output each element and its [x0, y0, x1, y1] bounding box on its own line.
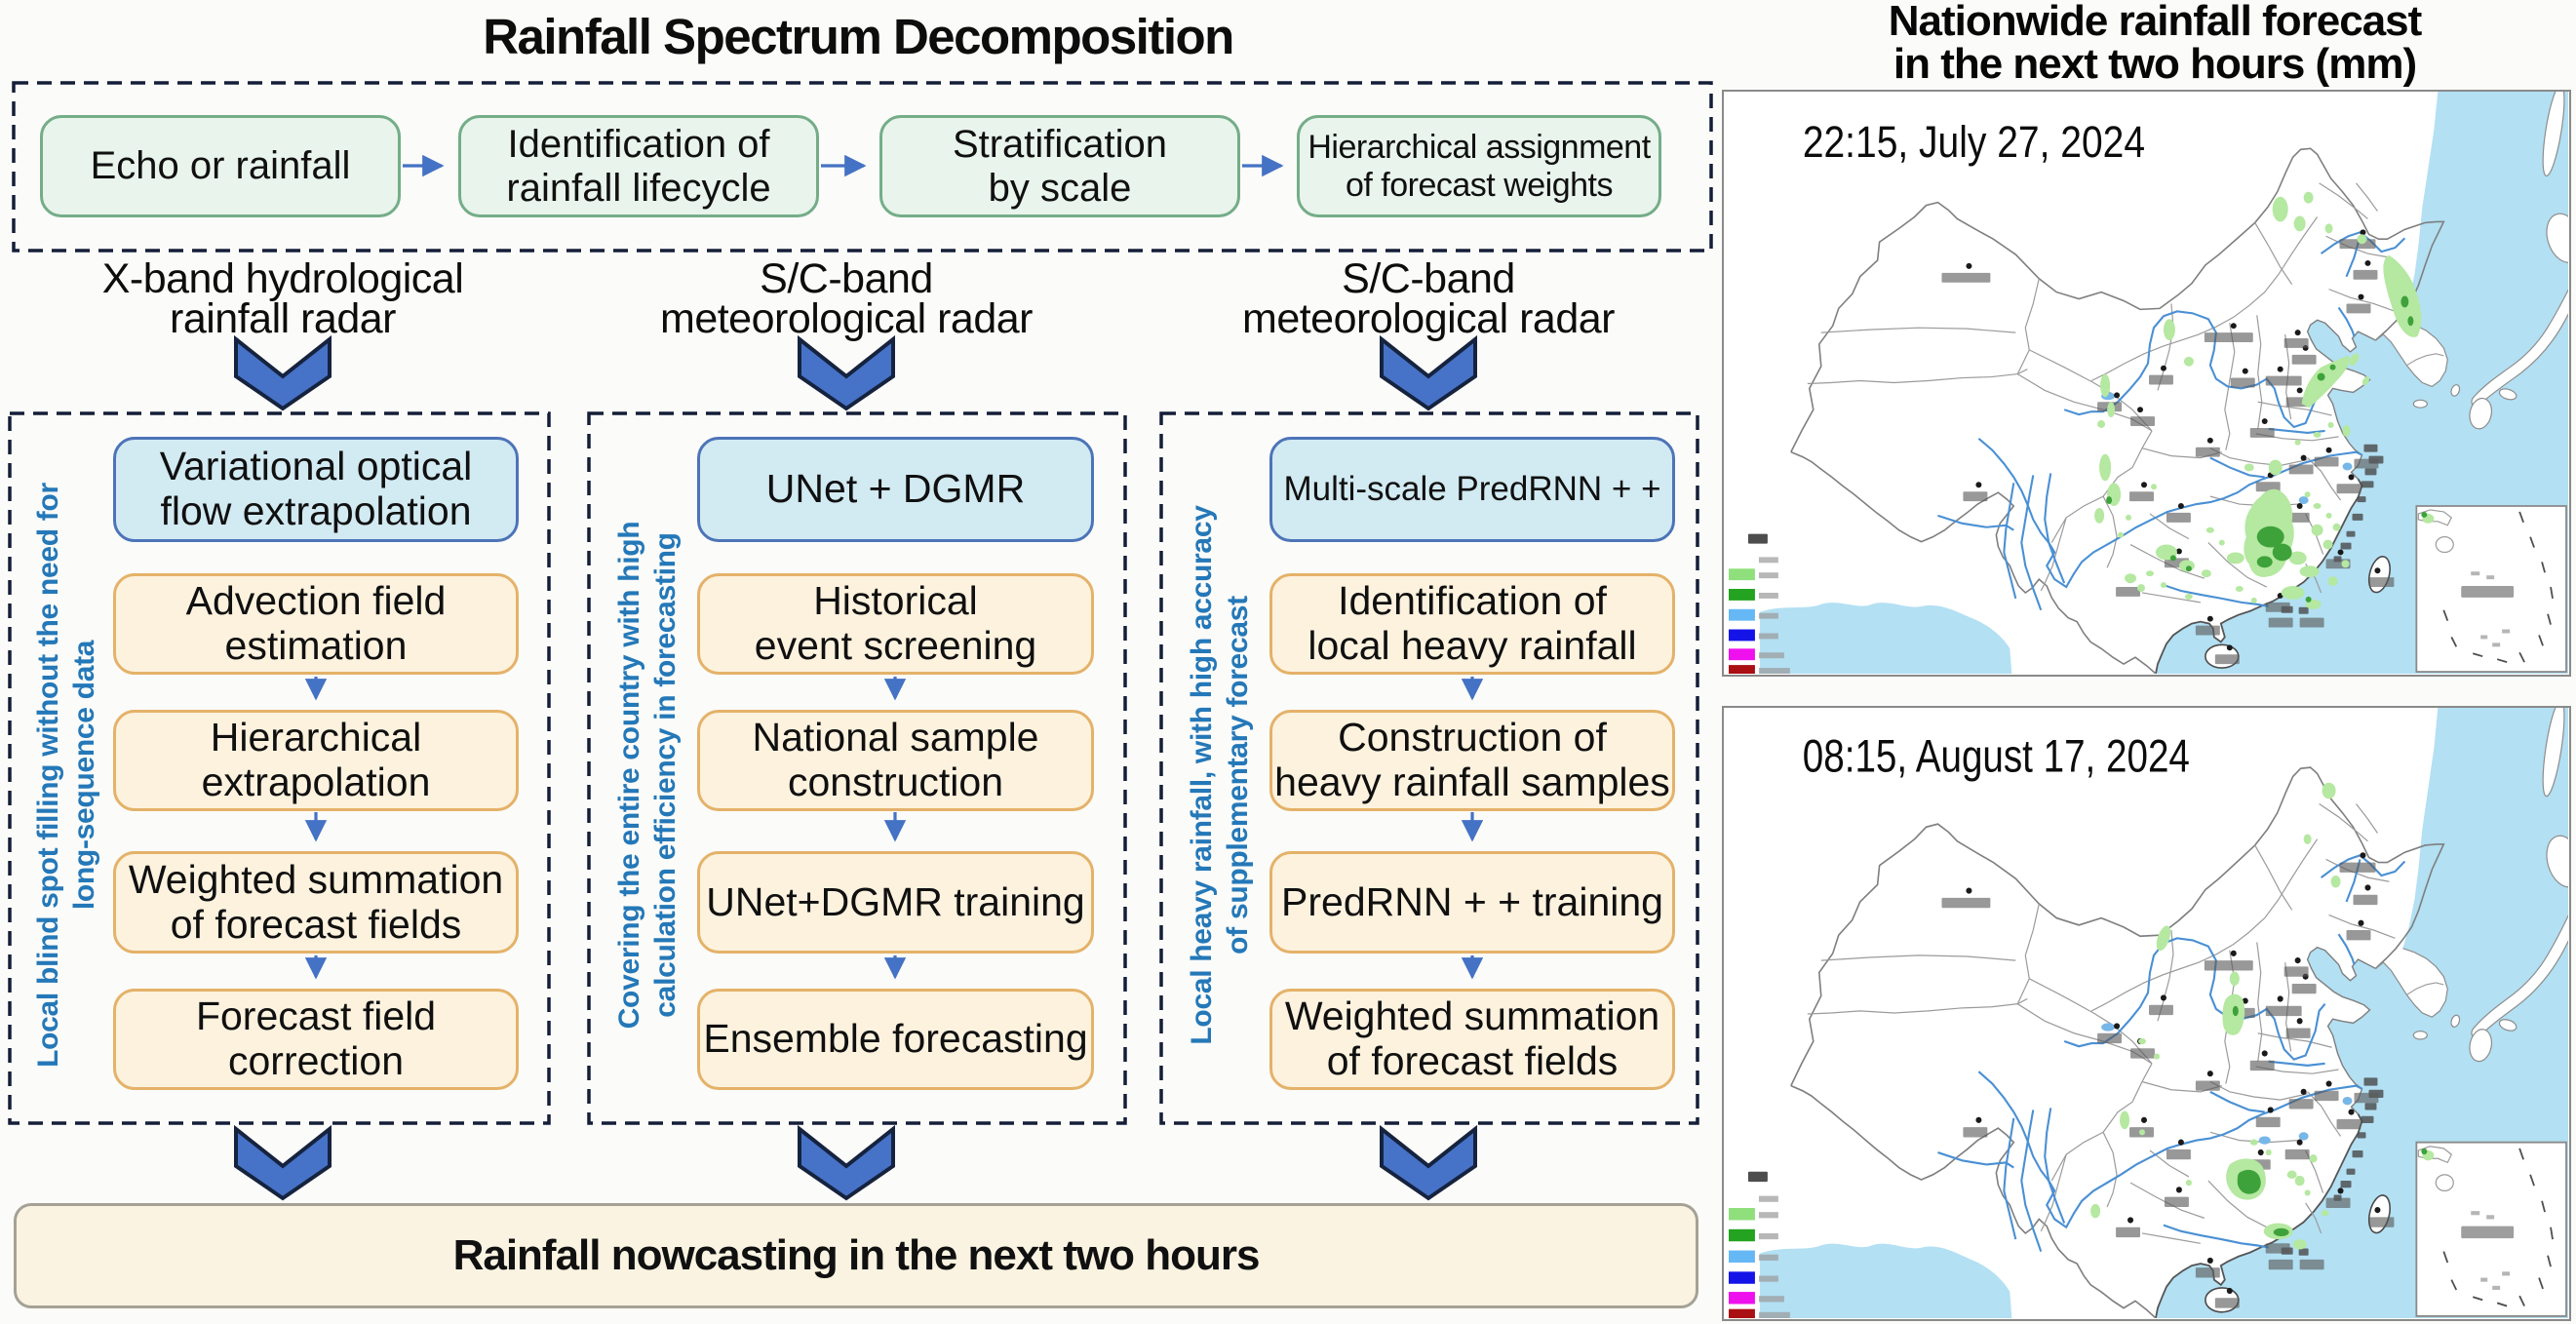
svg-text:08:15, August 17, 2024: 08:15, August 17, 2024: [1803, 730, 2190, 782]
svg-text:22:15, July 27, 2024: 22:15, July 27, 2024: [1803, 117, 2145, 167]
